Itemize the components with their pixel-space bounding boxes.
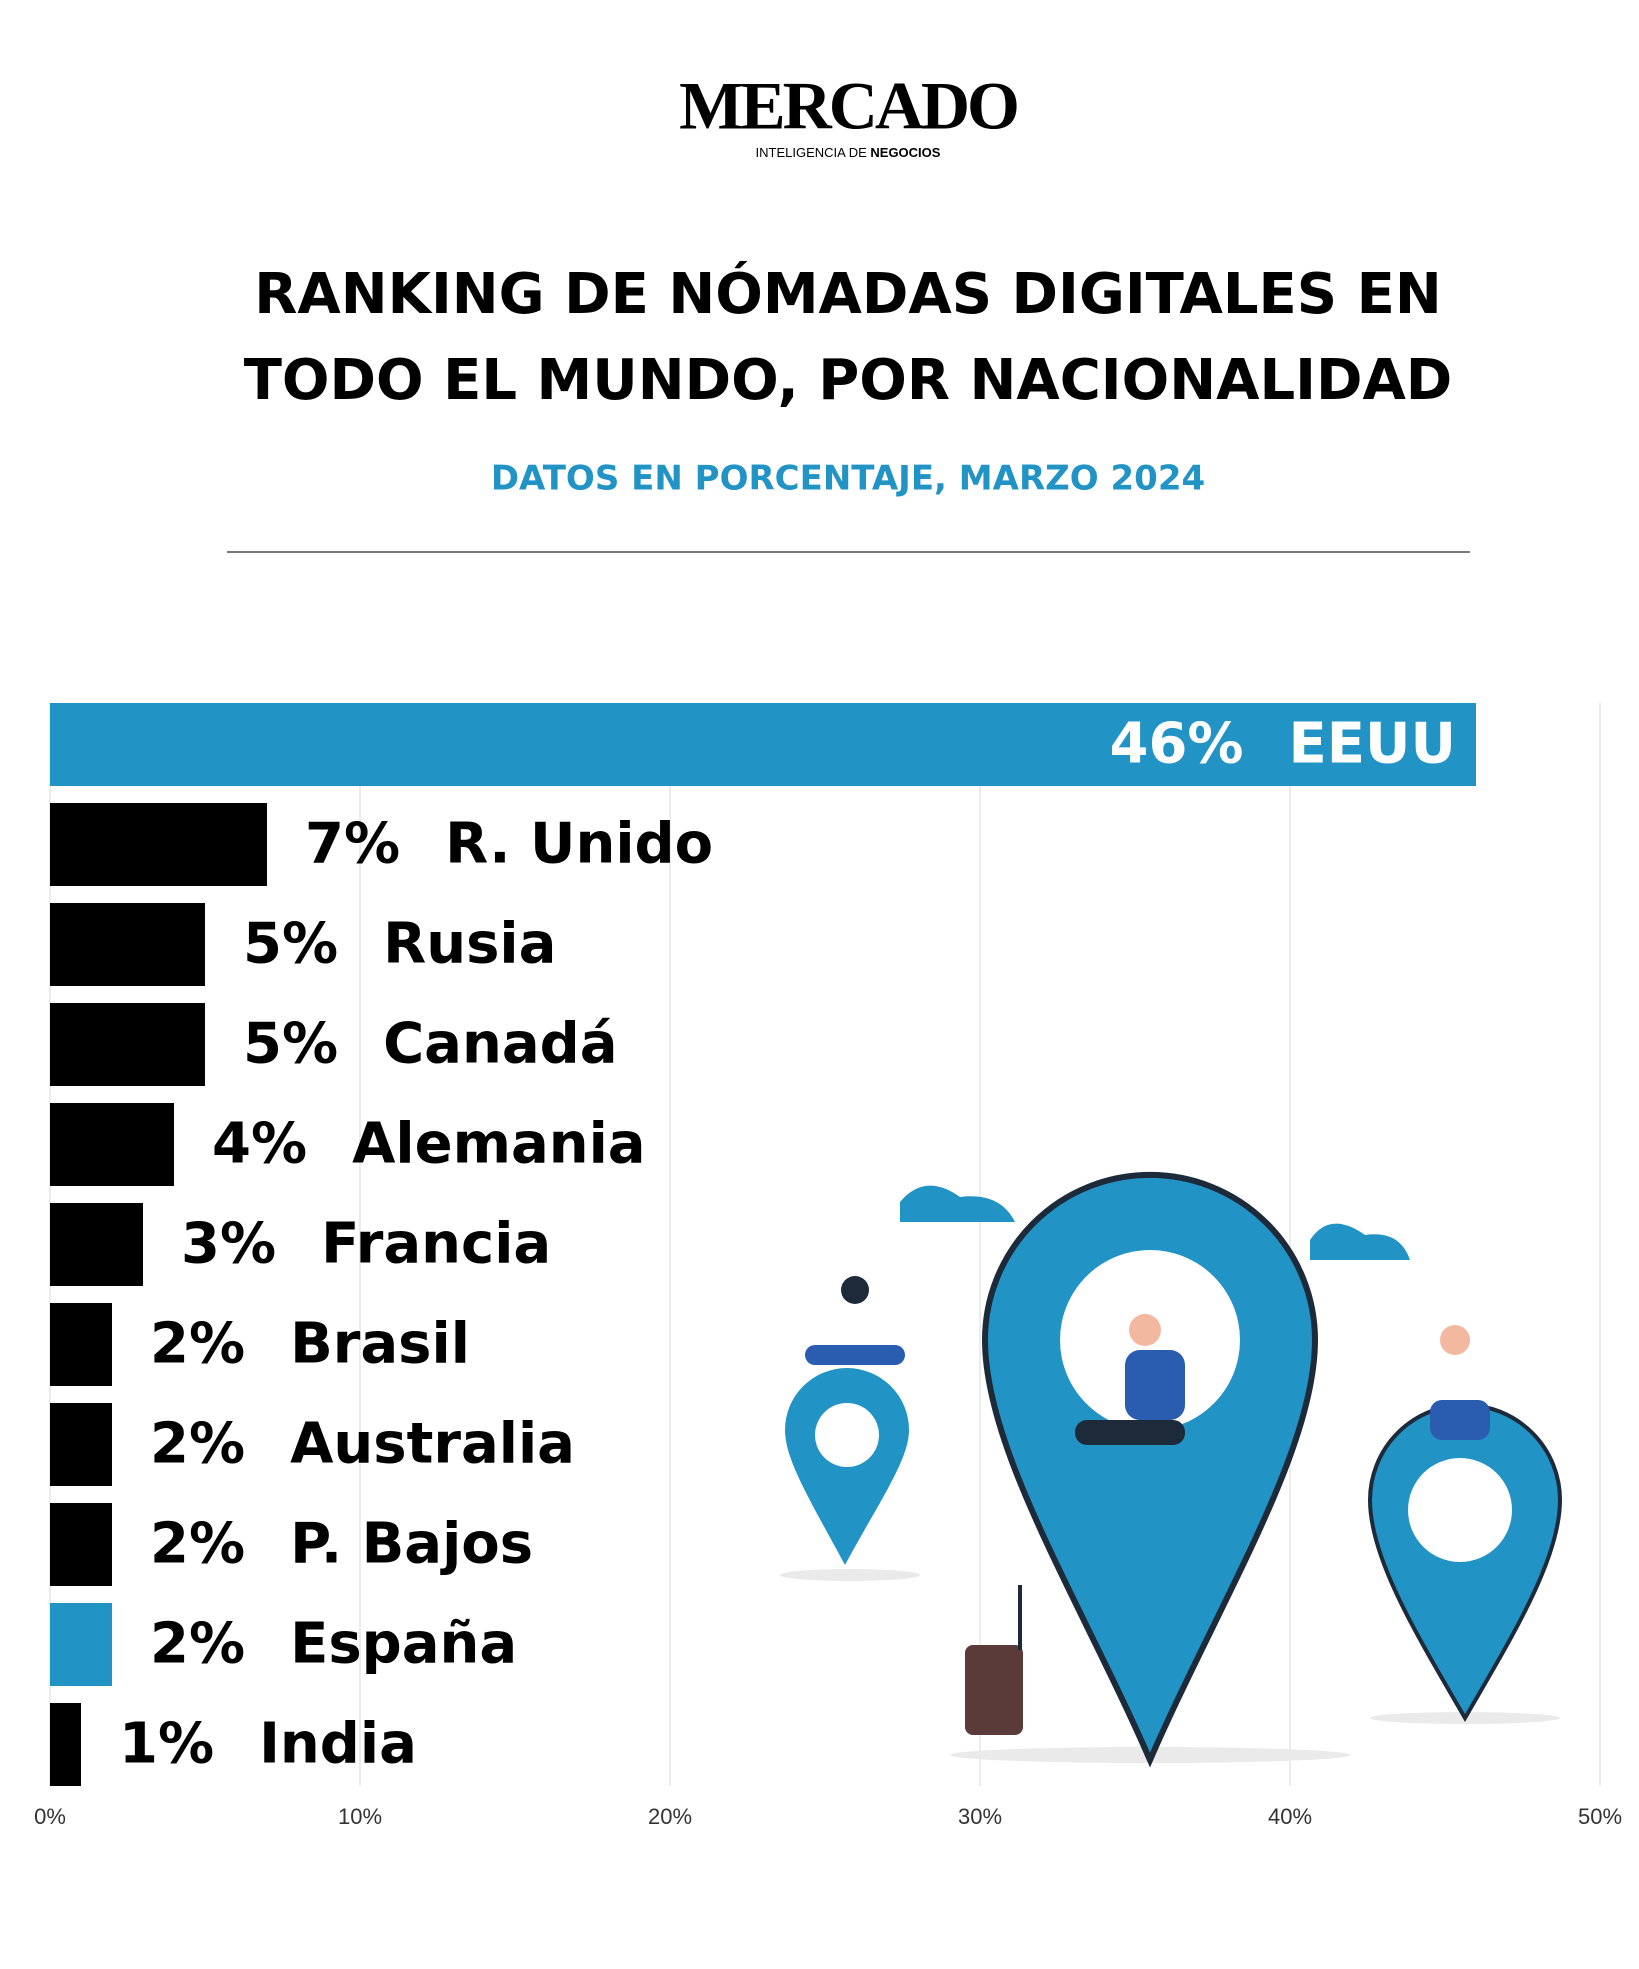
grid: 0% 10% 20% 30% 40% 50% bbox=[34, 703, 1622, 1829]
bar bbox=[50, 1303, 112, 1386]
value-label: 2% bbox=[150, 1412, 245, 1477]
bar bbox=[50, 1103, 174, 1186]
tagline: INTELIGENCIA DE bbox=[756, 145, 871, 160]
bar bbox=[50, 1003, 205, 1086]
category-label: Canadá bbox=[383, 1012, 617, 1077]
bar bbox=[50, 1603, 112, 1686]
value-label: 2% bbox=[150, 1612, 245, 1677]
category-label: Rusia bbox=[383, 912, 556, 977]
category-label: India bbox=[259, 1712, 417, 1777]
tagline-bold: NEGOCIOS bbox=[870, 145, 940, 160]
bar bbox=[50, 803, 267, 886]
value-label: 5% bbox=[243, 912, 338, 977]
x-tick-label: 50% bbox=[1578, 1804, 1622, 1829]
value-label: 46% bbox=[1110, 712, 1244, 777]
brand-logo: MERCADO bbox=[679, 68, 1017, 144]
bar bbox=[50, 1503, 112, 1586]
value-label: 1% bbox=[119, 1712, 214, 1777]
bar bbox=[50, 903, 205, 986]
category-label: Brasil bbox=[290, 1312, 470, 1377]
value-label: 7% bbox=[305, 812, 400, 877]
bar bbox=[50, 1403, 112, 1486]
category-label: P. Bajos bbox=[290, 1512, 533, 1577]
category-label: R. Unido bbox=[445, 812, 713, 877]
bar bbox=[50, 1203, 143, 1286]
category-label: EEUU bbox=[1289, 712, 1456, 777]
illustration bbox=[780, 1172, 1563, 1768]
x-tick-label: 0% bbox=[34, 1804, 66, 1829]
x-tick-label: 40% bbox=[1268, 1804, 1312, 1829]
chart-subtitle: DATOS EN PORCENTAJE, MARZO 2024 bbox=[491, 459, 1205, 499]
bar bbox=[50, 1703, 81, 1786]
chart-title: TODO EL MUNDO, POR NACIONALIDAD bbox=[244, 348, 1453, 413]
category-label: España bbox=[290, 1612, 517, 1677]
value-label: 4% bbox=[212, 1112, 307, 1177]
chart-title: RANKING DE NÓMADAS DIGITALES EN bbox=[254, 262, 1442, 327]
x-tick-label: 30% bbox=[958, 1804, 1002, 1829]
brand-tagline: INTELIGENCIA DE NEGOCIOS bbox=[756, 145, 941, 160]
category-label: Francia bbox=[321, 1212, 551, 1277]
value-label: 3% bbox=[181, 1212, 276, 1277]
x-tick-label: 20% bbox=[648, 1804, 692, 1829]
bar bbox=[50, 703, 1476, 786]
value-label: 5% bbox=[243, 1012, 338, 1077]
bars: 46% EEUU 7% R. Unido 5% Rusia 5% Canadá 4% Aleman… bbox=[50, 703, 1476, 1786]
value-label: 2% bbox=[150, 1312, 245, 1377]
x-tick-label: 10% bbox=[338, 1804, 382, 1829]
category-label: Alemania bbox=[352, 1112, 646, 1177]
category-label: Australia bbox=[290, 1412, 575, 1477]
value-label: 2% bbox=[150, 1512, 245, 1577]
